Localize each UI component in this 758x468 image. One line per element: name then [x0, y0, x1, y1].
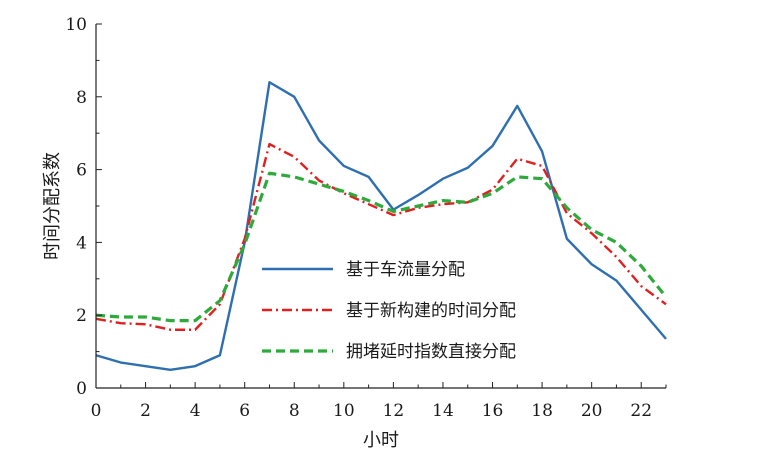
x-tick-label: 8	[289, 401, 300, 421]
legend-label-1: 基于车流量分配	[346, 260, 465, 280]
series-line-1	[95, 81, 667, 371]
x-tick-label: 4	[190, 401, 201, 421]
axes: 0 2 4 6 8 10 12 14 16 18 20 22 0 2 4 6 8 10	[65, 15, 667, 421]
y-axis-title: 时间分配系数	[42, 152, 63, 260]
series-line-2	[95, 142, 667, 331]
legend-label-2: 基于新构建的时间分配	[346, 301, 516, 321]
y-tick-label: 4	[76, 233, 87, 253]
x-axis-title: 小时	[363, 430, 399, 451]
x-tick-label: 2	[140, 401, 151, 421]
plot-area	[95, 81, 668, 371]
x-tick-label: 0	[91, 401, 102, 421]
series-line-3	[95, 171, 668, 323]
y-tick-label: 2	[76, 306, 87, 326]
x-tick-label: 14	[432, 401, 454, 421]
y-tick-label: 8	[76, 88, 87, 108]
legend-label-3: 拥堵延时指数直接分配	[346, 342, 516, 362]
x-tick-label: 20	[581, 401, 603, 421]
x-tick-label: 16	[482, 401, 504, 421]
x-tick-label: 18	[531, 401, 553, 421]
y-tick-label: 10	[65, 15, 87, 35]
x-tick-label: 22	[630, 401, 652, 421]
y-tick-label: 6	[76, 161, 87, 181]
x-tick-label: 12	[383, 401, 405, 421]
x-tick-label: 6	[239, 401, 250, 421]
x-tick-label: 10	[333, 401, 355, 421]
y-tick-label: 0	[76, 379, 87, 399]
